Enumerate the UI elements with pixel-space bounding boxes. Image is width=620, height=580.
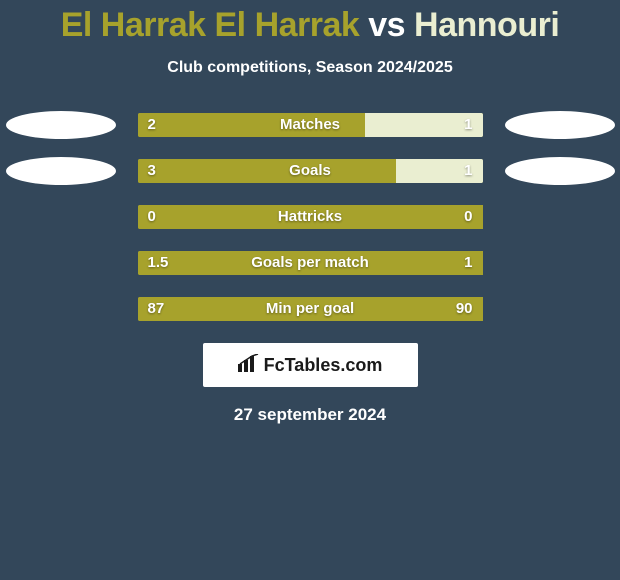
stat-value-right: 1: [464, 159, 472, 183]
stat-value-right: 1: [464, 113, 472, 137]
stat-value-left: 3: [148, 159, 156, 183]
player1-name: El Harrak El Harrak: [61, 6, 360, 44]
stat-bar-left: [138, 159, 397, 183]
player2-name: Hannouri: [414, 6, 559, 44]
player2-oval: [505, 157, 615, 185]
stat-bar-left: [138, 251, 483, 275]
player1-oval: [6, 157, 116, 185]
title: El Harrak El Harrak vs Hannouri: [0, 0, 620, 45]
stat-row: 8790Min per goal: [0, 297, 620, 321]
stat-bar-left: [138, 113, 366, 137]
stat-row: 21Matches: [0, 113, 620, 137]
date-text: 27 september 2024: [0, 405, 620, 425]
stat-value-left: 87: [148, 297, 165, 321]
stat-row: 00Hattricks: [0, 205, 620, 229]
stat-bar: 8790Min per goal: [138, 297, 483, 321]
stat-bar-left: [138, 205, 483, 229]
stat-value-left: 1.5: [148, 251, 169, 275]
bars-icon: [238, 354, 260, 377]
stat-value-right: 0: [464, 205, 472, 229]
stat-bar: 31Goals: [138, 159, 483, 183]
stat-bar: 21Matches: [138, 113, 483, 137]
stat-value-left: 2: [148, 113, 156, 137]
player2-oval: [505, 111, 615, 139]
stat-value-left: 0: [148, 205, 156, 229]
stat-row: 1.51Goals per match: [0, 251, 620, 275]
stat-value-right: 1: [464, 251, 472, 275]
brand-text: FcTables.com: [264, 355, 383, 376]
stat-bar: 00Hattricks: [138, 205, 483, 229]
stat-bar: 1.51Goals per match: [138, 251, 483, 275]
brand-box[interactable]: FcTables.com: [203, 343, 418, 387]
subtitle: Club competitions, Season 2024/2025: [0, 59, 620, 77]
stat-value-right: 90: [456, 297, 473, 321]
vs-text: vs: [368, 6, 405, 44]
stat-row: 31Goals: [0, 159, 620, 183]
stats-container: 21Matches31Goals00Hattricks1.51Goals per…: [0, 113, 620, 321]
player1-oval: [6, 111, 116, 139]
stat-bar-left: [138, 297, 483, 321]
